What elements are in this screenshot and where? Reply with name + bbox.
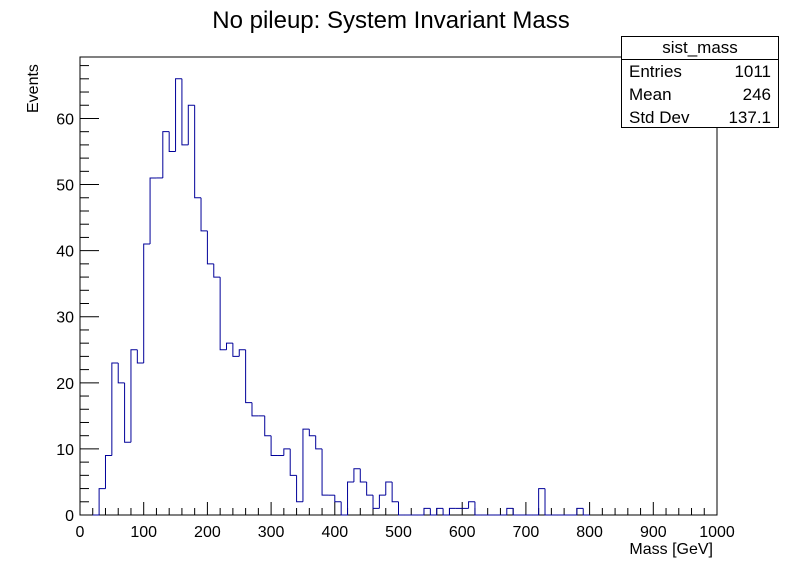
histogram-bin (538, 488, 546, 515)
histogram-bin (283, 448, 291, 456)
histogram-bin (353, 468, 361, 482)
histogram-bin (124, 382, 131, 443)
entries-value: 1011 (734, 62, 771, 81)
x-tick-label: 300 (258, 524, 285, 541)
histogram-bin (582, 508, 590, 516)
histogram-bin (436, 507, 444, 515)
x-axis-label: Mass [GeV] (629, 541, 713, 558)
y-axis: 0 10 20 30 40 50 60 (56, 65, 99, 525)
histogram-bin (264, 415, 272, 437)
x-tick-label: 500 (385, 524, 412, 541)
histogram-bin (398, 501, 405, 516)
histogram-bin (506, 507, 514, 515)
x-tick-label: 900 (640, 524, 667, 541)
histogram-bin (391, 481, 399, 503)
x-tick-label: 100 (130, 524, 157, 541)
y-tick-label: 60 (56, 111, 74, 128)
histogram-bin (130, 349, 138, 443)
x-tick-label: 700 (513, 524, 540, 541)
histogram-bin (219, 277, 227, 351)
histogram-bin (474, 501, 482, 516)
histogram-bin (442, 508, 450, 516)
mean-value: 246 (742, 85, 771, 104)
x-tick-label: 800 (576, 524, 603, 541)
histogram-bin (359, 468, 367, 483)
stddev-value: 137.1 (728, 108, 771, 127)
histogram-bin (226, 342, 233, 350)
x-tick-label: 0 (76, 524, 85, 541)
stats-row-entries: Entries 1011 (622, 60, 778, 83)
y-tick-label: 40 (56, 244, 74, 261)
histogram-bin (143, 243, 151, 363)
x-tick-label: 200 (194, 524, 221, 541)
histogram-bin (181, 78, 189, 146)
histogram-bin (213, 263, 221, 278)
histogram-bin (104, 455, 112, 489)
histogram-bin (98, 488, 106, 515)
histogram-bin (111, 362, 119, 456)
histogram-bin (251, 402, 259, 417)
stddev-label: Std Dev (629, 108, 690, 127)
histogram-bin (512, 508, 520, 516)
histogram-bin (289, 448, 297, 476)
stats-row-stddev: Std Dev 137.1 (622, 106, 778, 129)
histogram-bin (385, 481, 393, 496)
histogram-bin (194, 105, 202, 199)
histogram-bin (302, 428, 310, 502)
chart-title: No pileup: System Invariant Mass (212, 7, 569, 34)
histogram-bin (117, 362, 125, 384)
histogram-bin (168, 131, 176, 153)
histogram-bin (423, 507, 431, 515)
histogram-bin (334, 495, 342, 503)
stats-box-title: sist_mass (622, 37, 778, 60)
mean-label: Mean (629, 85, 672, 104)
x-tick-label: 1000 (699, 524, 735, 541)
histogram-bin (162, 131, 170, 178)
histogram-bin (576, 507, 584, 515)
histogram-bin (468, 501, 475, 509)
y-axis-label: Events (25, 64, 42, 113)
histogram-bin (238, 349, 246, 357)
histogram-bin (448, 507, 456, 515)
histogram-bin (378, 494, 386, 509)
histogram-bin (136, 349, 144, 364)
histogram-bin (308, 429, 316, 437)
stats-box: sist_mass Entries 1011 Mean 246 Std Dev … (621, 36, 779, 128)
histogram-bin (206, 230, 214, 265)
y-tick-label: 10 (56, 442, 74, 459)
histogram-bin (175, 78, 182, 152)
histogram-bin (187, 104, 195, 145)
x-tick-label: 400 (321, 524, 348, 541)
histogram-bin (372, 495, 380, 509)
y-tick-label: 50 (56, 178, 74, 195)
histogram-bin (347, 481, 354, 515)
x-axis: 0 100 200 300 400 500 600 700 800 900 1000 (76, 502, 735, 541)
histogram-bin (296, 475, 303, 503)
y-tick-label: 30 (56, 310, 74, 327)
stats-row-mean: Mean 246 (622, 83, 778, 106)
histogram-bin (321, 448, 329, 496)
histogram-bin (544, 488, 552, 516)
entries-label: Entries (629, 62, 682, 81)
histogram-bin (232, 343, 240, 357)
y-tick-label: 20 (56, 376, 74, 393)
x-tick-label: 600 (449, 524, 476, 541)
histogram-bin (366, 481, 374, 496)
histogram-bin (245, 349, 252, 404)
histogram-bin (315, 435, 323, 450)
histogram-bin (200, 197, 208, 232)
histogram-bin (149, 177, 157, 245)
histogram-bin (429, 508, 437, 516)
y-tick-label: 0 (65, 508, 74, 525)
histogram-series (92, 78, 590, 516)
histogram-bin (340, 501, 348, 516)
histogram-bin (270, 435, 278, 457)
